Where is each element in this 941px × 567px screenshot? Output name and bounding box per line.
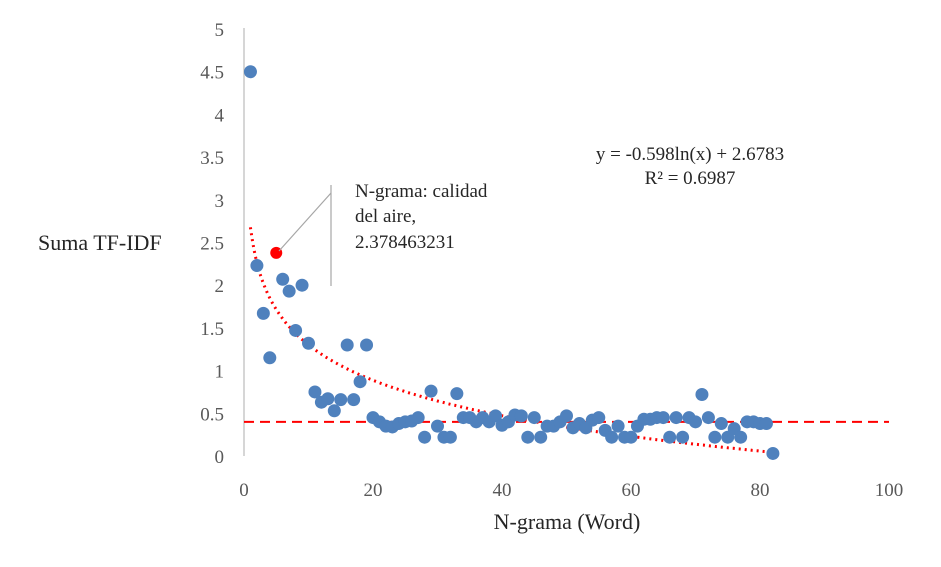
data-point <box>256 306 270 320</box>
data-point <box>321 392 335 406</box>
data-point <box>560 409 573 423</box>
trendline <box>248 227 773 454</box>
data-point <box>411 411 425 425</box>
data-point <box>443 430 457 444</box>
data-point <box>347 393 361 407</box>
data-point <box>334 393 348 407</box>
data-point <box>418 430 432 444</box>
y-tick-label: 0 <box>215 447 225 468</box>
data-point <box>289 323 303 337</box>
data-point <box>714 417 728 431</box>
data-point <box>263 351 277 365</box>
data-point <box>689 415 702 429</box>
data-point <box>676 430 690 444</box>
y-tick-label: 4.5 <box>200 63 224 84</box>
x-tick-label: 60 <box>622 480 641 501</box>
y-tick-label: 4 <box>215 105 225 126</box>
data-point <box>489 409 503 423</box>
data-point <box>624 430 638 444</box>
data-point <box>521 430 535 444</box>
data-point <box>424 384 438 398</box>
data-point <box>250 259 264 273</box>
y-axis-title: Suma TF-IDF <box>38 230 162 255</box>
data-point <box>708 430 722 444</box>
data-point <box>656 411 670 425</box>
data-point <box>360 338 374 352</box>
x-tick-label: 0 <box>239 480 249 501</box>
data-point <box>308 385 322 399</box>
callout-label-line-2: del aire, <box>355 206 416 227</box>
y-tick-label: 5 <box>215 20 225 41</box>
y-tick-label: 3 <box>215 191 225 212</box>
y-tick-label: 1.5 <box>200 319 224 340</box>
y-tick-label: 2.5 <box>200 234 224 255</box>
data-points <box>243 65 780 460</box>
trendline-r-squared: R² = 0.6987 <box>645 168 736 189</box>
data-point <box>302 336 315 350</box>
callout-leader-line <box>278 192 332 252</box>
data-point <box>605 430 619 444</box>
x-axis-title: N-grama (Word) <box>494 509 641 534</box>
data-point <box>295 278 309 292</box>
data-point <box>759 417 773 431</box>
data-point <box>669 411 683 425</box>
y-tick-label: 2 <box>215 276 225 297</box>
data-point <box>243 65 257 79</box>
x-tick-label: 20 <box>364 480 383 501</box>
trendline-equation: y = -0.598ln(x) + 2.6783 <box>596 144 784 165</box>
data-point <box>276 272 290 286</box>
data-point <box>663 430 677 444</box>
data-point <box>431 419 444 433</box>
data-point <box>327 404 341 418</box>
data-point <box>734 430 748 444</box>
callout-label-line-3: 2.378463231 <box>355 232 455 253</box>
data-point <box>527 411 541 425</box>
x-tick-label: 40 <box>493 480 512 501</box>
data-point <box>695 388 709 402</box>
y-tick-label: 0.5 <box>200 404 224 425</box>
data-point <box>701 411 715 425</box>
data-point <box>766 446 780 460</box>
callout-label-line-1: N-grama: calidad <box>355 181 488 202</box>
y-tick-label: 3.5 <box>200 148 224 169</box>
data-point <box>353 375 367 389</box>
x-tick-label: 100 <box>875 480 904 501</box>
data-point <box>592 411 606 425</box>
data-point <box>611 419 625 433</box>
data-point <box>534 430 548 444</box>
y-tick-label: 1 <box>215 362 225 383</box>
y-tick-labels: 0 0.5 1 1.5 2 2.5 3 3.5 4 4.5 5 <box>200 20 224 468</box>
data-point <box>340 338 354 352</box>
x-tick-labels: 0 20 40 60 80 100 <box>239 480 903 501</box>
data-point <box>514 409 528 423</box>
x-tick-label: 80 <box>751 480 770 501</box>
data-point <box>282 284 296 298</box>
data-point <box>450 387 464 401</box>
